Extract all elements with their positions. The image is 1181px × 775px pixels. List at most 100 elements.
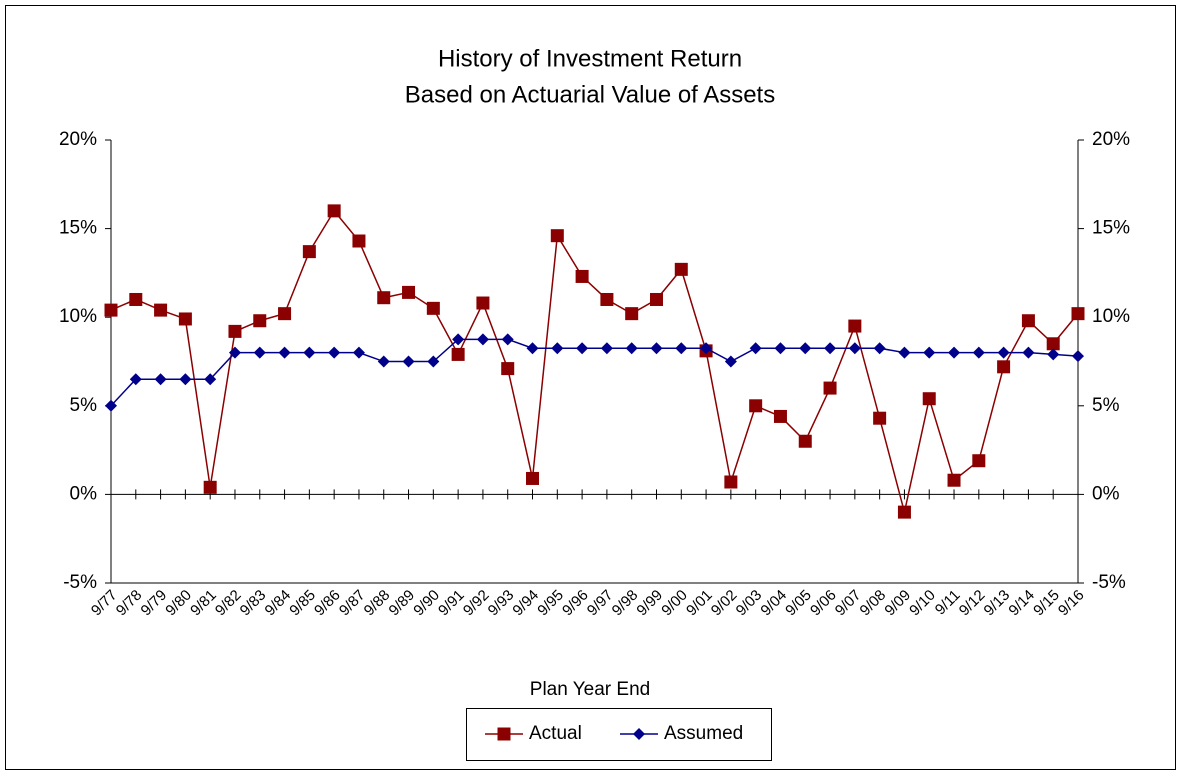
- data-point: [427, 355, 440, 368]
- data-point: [823, 381, 837, 395]
- y2-tick-label: -5%: [1092, 572, 1126, 593]
- x-axis-label: Plan Year End: [530, 679, 650, 700]
- y-tick-label: 5%: [70, 395, 98, 416]
- data-point: [129, 292, 143, 306]
- data-point: [402, 285, 416, 299]
- legend-label: Assumed: [664, 723, 743, 744]
- y-tick-label: 20%: [59, 129, 97, 150]
- data-point: [575, 269, 589, 283]
- data-point: [997, 360, 1011, 374]
- data-point: [328, 346, 341, 359]
- data-point: [451, 347, 465, 361]
- data-point: [799, 342, 812, 355]
- data-point: [972, 454, 986, 468]
- data-point: [551, 342, 564, 355]
- data-point: [228, 346, 241, 359]
- data-point: [948, 346, 961, 359]
- data-point: [228, 324, 242, 338]
- data-point: [105, 399, 117, 412]
- data-point: [501, 333, 514, 346]
- y-tick-label: 0%: [70, 483, 98, 504]
- data-point: [1071, 307, 1085, 321]
- data-point: [377, 291, 391, 305]
- data-point: [303, 346, 316, 359]
- data-point: [947, 473, 961, 487]
- data-point: [253, 346, 266, 359]
- data-point: [923, 346, 936, 359]
- data-point: [600, 342, 613, 355]
- data-point: [898, 346, 911, 359]
- data-point: [129, 373, 142, 386]
- data-point: [798, 434, 812, 448]
- data-point: [724, 475, 738, 489]
- chart-border: [5, 5, 1176, 770]
- data-point: [700, 342, 713, 355]
- data-point: [922, 392, 936, 406]
- data-point: [426, 301, 440, 315]
- data-point: [848, 319, 862, 333]
- data-point: [204, 373, 217, 386]
- data-point: [253, 314, 267, 328]
- data-point: [649, 292, 663, 306]
- chart-subtitle: Based on Actuarial Value of Assets: [405, 81, 775, 108]
- data-point: [873, 411, 887, 425]
- data-point: [178, 312, 192, 326]
- data-point: [650, 342, 663, 355]
- data-point: [774, 342, 787, 355]
- data-point: [352, 346, 365, 359]
- legend-marker: [633, 728, 645, 740]
- data-point: [600, 292, 614, 306]
- data-point: [104, 303, 118, 317]
- data-point: [997, 346, 1010, 359]
- data-point: [452, 333, 465, 346]
- data-point: [203, 480, 217, 494]
- series-line: [110, 209, 1079, 513]
- data-point: [773, 409, 787, 423]
- y-tick-label: 10%: [59, 306, 97, 327]
- data-point: [675, 342, 688, 355]
- data-point: [476, 333, 489, 346]
- y2-tick-label: 0%: [1092, 483, 1120, 504]
- data-point: [1022, 346, 1035, 359]
- data-point: [526, 471, 540, 485]
- data-point: [674, 262, 688, 276]
- data-point: [402, 355, 415, 368]
- data-point: [476, 296, 490, 310]
- data-point: [1047, 348, 1060, 361]
- data-point: [824, 342, 837, 355]
- data-point: [625, 307, 639, 321]
- data-point: [154, 373, 167, 386]
- data-point: [1072, 350, 1084, 363]
- data-point: [724, 355, 737, 368]
- legend-label: Actual: [529, 723, 582, 744]
- y-tick-label: -5%: [63, 572, 97, 593]
- legend-marker: [497, 727, 511, 741]
- data-point: [526, 342, 539, 355]
- y2-tick-label: 15%: [1092, 218, 1130, 239]
- data-point: [848, 342, 861, 355]
- data-point: [278, 307, 292, 321]
- y2-tick-label: 20%: [1092, 129, 1130, 150]
- data-point: [352, 234, 366, 248]
- data-point: [377, 355, 390, 368]
- data-point: [972, 346, 985, 359]
- y2-tick-label: 10%: [1092, 306, 1130, 327]
- y2-tick-label: 5%: [1092, 395, 1120, 416]
- data-point: [1021, 314, 1035, 328]
- data-point: [302, 245, 316, 259]
- data-point: [1046, 337, 1060, 351]
- data-point: [179, 373, 192, 386]
- data-point: [327, 204, 341, 218]
- data-point: [278, 346, 291, 359]
- series-line: [110, 338, 1079, 407]
- data-point: [154, 303, 168, 317]
- data-point: [550, 229, 564, 243]
- data-point: [749, 399, 763, 413]
- chart-title: History of Investment Return: [438, 45, 742, 72]
- data-point: [625, 342, 638, 355]
- data-point: [501, 362, 515, 376]
- y-tick-label: 15%: [59, 218, 97, 239]
- data-point: [873, 342, 886, 355]
- data-point: [897, 505, 911, 519]
